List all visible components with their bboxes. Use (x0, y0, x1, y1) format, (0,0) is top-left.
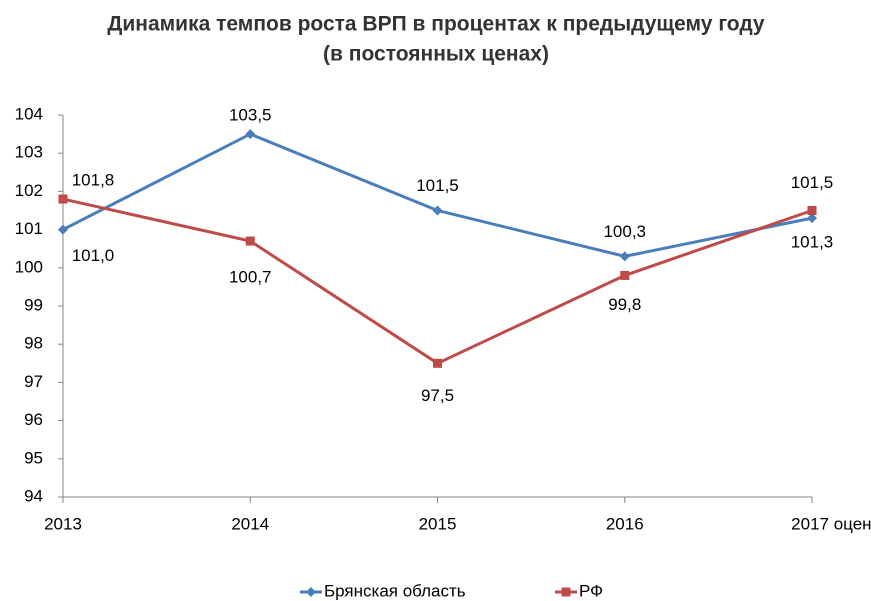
point (432, 205, 443, 216)
data-label: 103,5 (229, 106, 272, 125)
data-label: 100,3 (603, 222, 646, 241)
y-tick-label: 101 (15, 219, 43, 238)
data-label: 101,5 (791, 173, 834, 192)
legend-label: РФ (579, 581, 603, 600)
data-label: 99,8 (608, 295, 641, 314)
point (807, 206, 817, 215)
y-tick-label: 104 (15, 104, 43, 123)
chart-title: (в постоянных ценах) (323, 43, 549, 66)
data-label: 101,8 (72, 171, 115, 190)
x-tick-label: 2016 (606, 514, 644, 533)
chart-title: Динамика темпов роста ВРП в процентах к … (107, 13, 765, 36)
y-tick-label: 96 (24, 410, 43, 429)
point (58, 194, 68, 204)
point (245, 236, 255, 246)
legend-marker (561, 587, 571, 597)
point (58, 224, 68, 235)
x-tick-label: 2017 оценка (791, 514, 871, 533)
y-tick-label: 95 (24, 448, 43, 467)
y-tick-label: 100 (15, 257, 43, 276)
data-label: 100,7 (229, 268, 272, 287)
y-tick-label: 94 (24, 486, 43, 505)
y-tick-label: 102 (15, 181, 43, 200)
point (433, 358, 442, 368)
legend-marker (306, 587, 316, 597)
x-tick-label: 2015 (419, 514, 457, 533)
data-label: 101,0 (72, 246, 115, 265)
x-tick-label: 2014 (231, 514, 269, 533)
y-tick-label: 97 (24, 372, 43, 391)
point (619, 251, 630, 262)
y-tick-label: 99 (24, 295, 43, 314)
series-line (62, 197, 813, 366)
data-label: 101,5 (416, 176, 459, 195)
y-tick-label: 103 (15, 143, 43, 162)
legend-label: Брянская область (324, 581, 466, 600)
data-label: 97,5 (421, 386, 454, 405)
point (807, 213, 817, 224)
series-line (62, 132, 813, 258)
x-tick-label: 2013 (44, 514, 82, 533)
data-label: 101,3 (791, 233, 834, 252)
point (245, 129, 256, 140)
y-tick-label: 98 (24, 334, 43, 353)
point (620, 270, 630, 280)
